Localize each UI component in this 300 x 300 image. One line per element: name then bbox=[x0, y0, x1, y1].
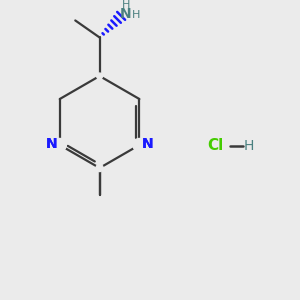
Circle shape bbox=[97, 73, 103, 79]
Text: N: N bbox=[46, 137, 57, 152]
Text: N: N bbox=[46, 137, 57, 152]
Circle shape bbox=[53, 139, 66, 152]
Text: H: H bbox=[122, 1, 130, 10]
Text: N: N bbox=[142, 137, 154, 152]
Text: N: N bbox=[120, 7, 131, 21]
Circle shape bbox=[133, 139, 146, 152]
Text: H: H bbox=[243, 139, 254, 153]
Text: H: H bbox=[132, 10, 140, 20]
Text: Cl: Cl bbox=[207, 138, 224, 153]
Text: N: N bbox=[142, 137, 154, 152]
Circle shape bbox=[96, 164, 103, 172]
